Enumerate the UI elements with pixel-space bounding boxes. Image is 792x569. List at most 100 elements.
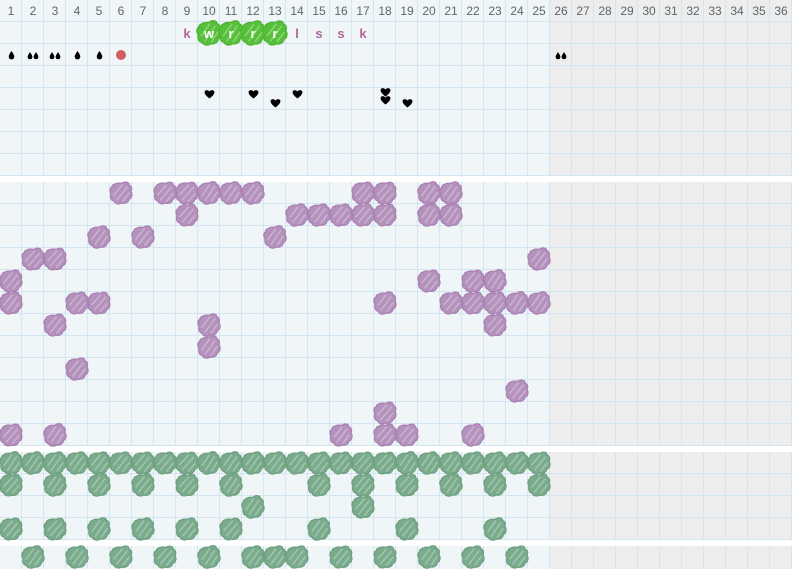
green-scribble-mark-icon: [505, 545, 529, 569]
day-number-label: 21: [444, 4, 458, 18]
day-number-label: 29: [620, 4, 634, 18]
green-scribble-mark-icon: [109, 451, 133, 475]
green-scribble-mark-icon: [87, 451, 111, 475]
green-scribble-mark-icon: [527, 473, 551, 497]
day-number-label: 15: [312, 4, 326, 18]
day-number-cell[interactable]: 36: [770, 0, 792, 22]
day-number-cell[interactable]: 31: [660, 0, 682, 22]
green-scribble-mark-icon: [86, 516, 111, 541]
day-number-cell[interactable]: 24: [506, 0, 528, 22]
green-scribble-mark-icon: [87, 473, 111, 497]
bleeding-marks: [0, 44, 22, 66]
day-number-cell[interactable]: 22: [462, 0, 484, 22]
day-number-cell[interactable]: 21: [440, 0, 462, 22]
day-number-cell[interactable]: 16: [330, 0, 352, 22]
day-number-cell[interactable]: 13: [264, 0, 286, 22]
day-number-label: 12: [246, 4, 260, 18]
day-number-label: 30: [642, 4, 656, 18]
day-number-cell[interactable]: 28: [594, 0, 616, 22]
day-number-cell[interactable]: 27: [572, 0, 594, 22]
day-number-cell[interactable]: 4: [66, 0, 88, 22]
green-scribble-mark-icon: [351, 495, 375, 519]
bleeding-marks: [22, 44, 44, 66]
purple-scribble-mark-icon: [329, 423, 353, 447]
droplet-icon: [8, 50, 15, 60]
mucus-letter-label: w: [203, 25, 215, 41]
day-number-cell[interactable]: 3: [44, 0, 66, 22]
day-number-cell[interactable]: 9: [176, 0, 198, 22]
green-scribble-mark-icon: [65, 451, 89, 475]
mucus-letter-cell: l: [286, 22, 308, 44]
purple-scribble-mark-icon: [262, 224, 287, 249]
day-number-cell[interactable]: 5: [88, 0, 110, 22]
green-scribble-mark-icon: [196, 544, 222, 569]
purple-scribble-mark-icon: [438, 202, 463, 227]
green-scribble-mark-icon: [109, 545, 133, 569]
green-scribble-mark-icon: [395, 517, 420, 542]
purple-scribble-mark-icon: [329, 203, 353, 227]
purple-scribble-mark-icon: [65, 357, 89, 381]
day-number-label: 28: [598, 4, 612, 18]
day-number-cell[interactable]: 17: [352, 0, 374, 22]
purple-scribble-mark-icon: [174, 202, 199, 227]
day-number-cell[interactable]: 30: [638, 0, 660, 22]
day-number-cell[interactable]: 34: [726, 0, 748, 22]
day-number-cell[interactable]: 8: [154, 0, 176, 22]
day-number-cell[interactable]: 15: [308, 0, 330, 22]
day-number-cell[interactable]: 2: [22, 0, 44, 22]
droplet-icon: [74, 50, 81, 60]
day-number-label: 20: [422, 4, 436, 18]
bleeding-marks: [66, 44, 88, 66]
purple-scribble-mark-icon: [43, 313, 67, 337]
purple-marks-section-grid: [0, 182, 792, 446]
day-number-cell[interactable]: 35: [748, 0, 770, 22]
day-number-label: 24: [510, 4, 524, 18]
green-scribble-mark-icon: [0, 517, 23, 542]
day-number-cell[interactable]: 33: [704, 0, 726, 22]
bleeding-marks: [88, 44, 110, 66]
purple-scribble-mark-icon: [394, 422, 419, 447]
day-number-label: 13: [268, 4, 282, 18]
green-scribble-mark-icon: [307, 517, 332, 542]
green-scribble-mark-icon: [461, 545, 485, 569]
day-number-cell[interactable]: 19: [396, 0, 418, 22]
mucus-letter-label: s: [337, 25, 345, 41]
day-number-cell[interactable]: 18: [374, 0, 396, 22]
green-scribble-mark-icon: [372, 544, 398, 569]
day-number-cell[interactable]: 23: [484, 0, 506, 22]
day-number-cell[interactable]: 20: [418, 0, 440, 22]
mucus-letter-cell: k: [176, 22, 198, 44]
droplet-icon: [33, 51, 39, 60]
day-number-cell[interactable]: 29: [616, 0, 638, 22]
mucus-letter-cell: r: [242, 22, 264, 44]
green-scribble-mark-icon: [351, 473, 376, 498]
day-number-cell[interactable]: 26: [550, 0, 572, 22]
day-number-label: 25: [532, 4, 546, 18]
day-number-label: 22: [466, 4, 480, 18]
day-number-cell[interactable]: 25: [528, 0, 550, 22]
purple-scribble-mark-icon: [372, 202, 397, 227]
day-number-cell[interactable]: 1: [0, 0, 22, 22]
symbol-section-grid: [0, 0, 792, 176]
green-scribble-mark-icon: [307, 451, 331, 475]
day-number-cell[interactable]: 6: [110, 0, 132, 22]
day-number-cell[interactable]: 10: [198, 0, 220, 22]
purple-scribble-mark-icon: [197, 313, 221, 337]
day-number-cell[interactable]: 11: [220, 0, 242, 22]
day-number-label: 11: [224, 4, 238, 18]
purple-scribble-mark-icon: [527, 247, 551, 271]
mucus-letter-label: s: [315, 25, 323, 41]
day-number-cell[interactable]: 14: [286, 0, 308, 22]
day-number-cell[interactable]: 12: [242, 0, 264, 22]
purple-scribble-mark-icon: [42, 422, 68, 448]
day-number-label: 32: [686, 4, 700, 18]
day-number-label: 26: [554, 4, 568, 18]
bleeding-marks: [44, 44, 66, 66]
purple-scribble-mark-icon: [87, 225, 112, 250]
heart-icon: [204, 89, 215, 99]
day-number-cell[interactable]: 32: [682, 0, 704, 22]
heart-icon: [402, 98, 413, 108]
purple-scribble-mark-icon: [505, 379, 529, 403]
day-number-cell[interactable]: 7: [132, 0, 154, 22]
day-number-label: 16: [334, 4, 348, 18]
